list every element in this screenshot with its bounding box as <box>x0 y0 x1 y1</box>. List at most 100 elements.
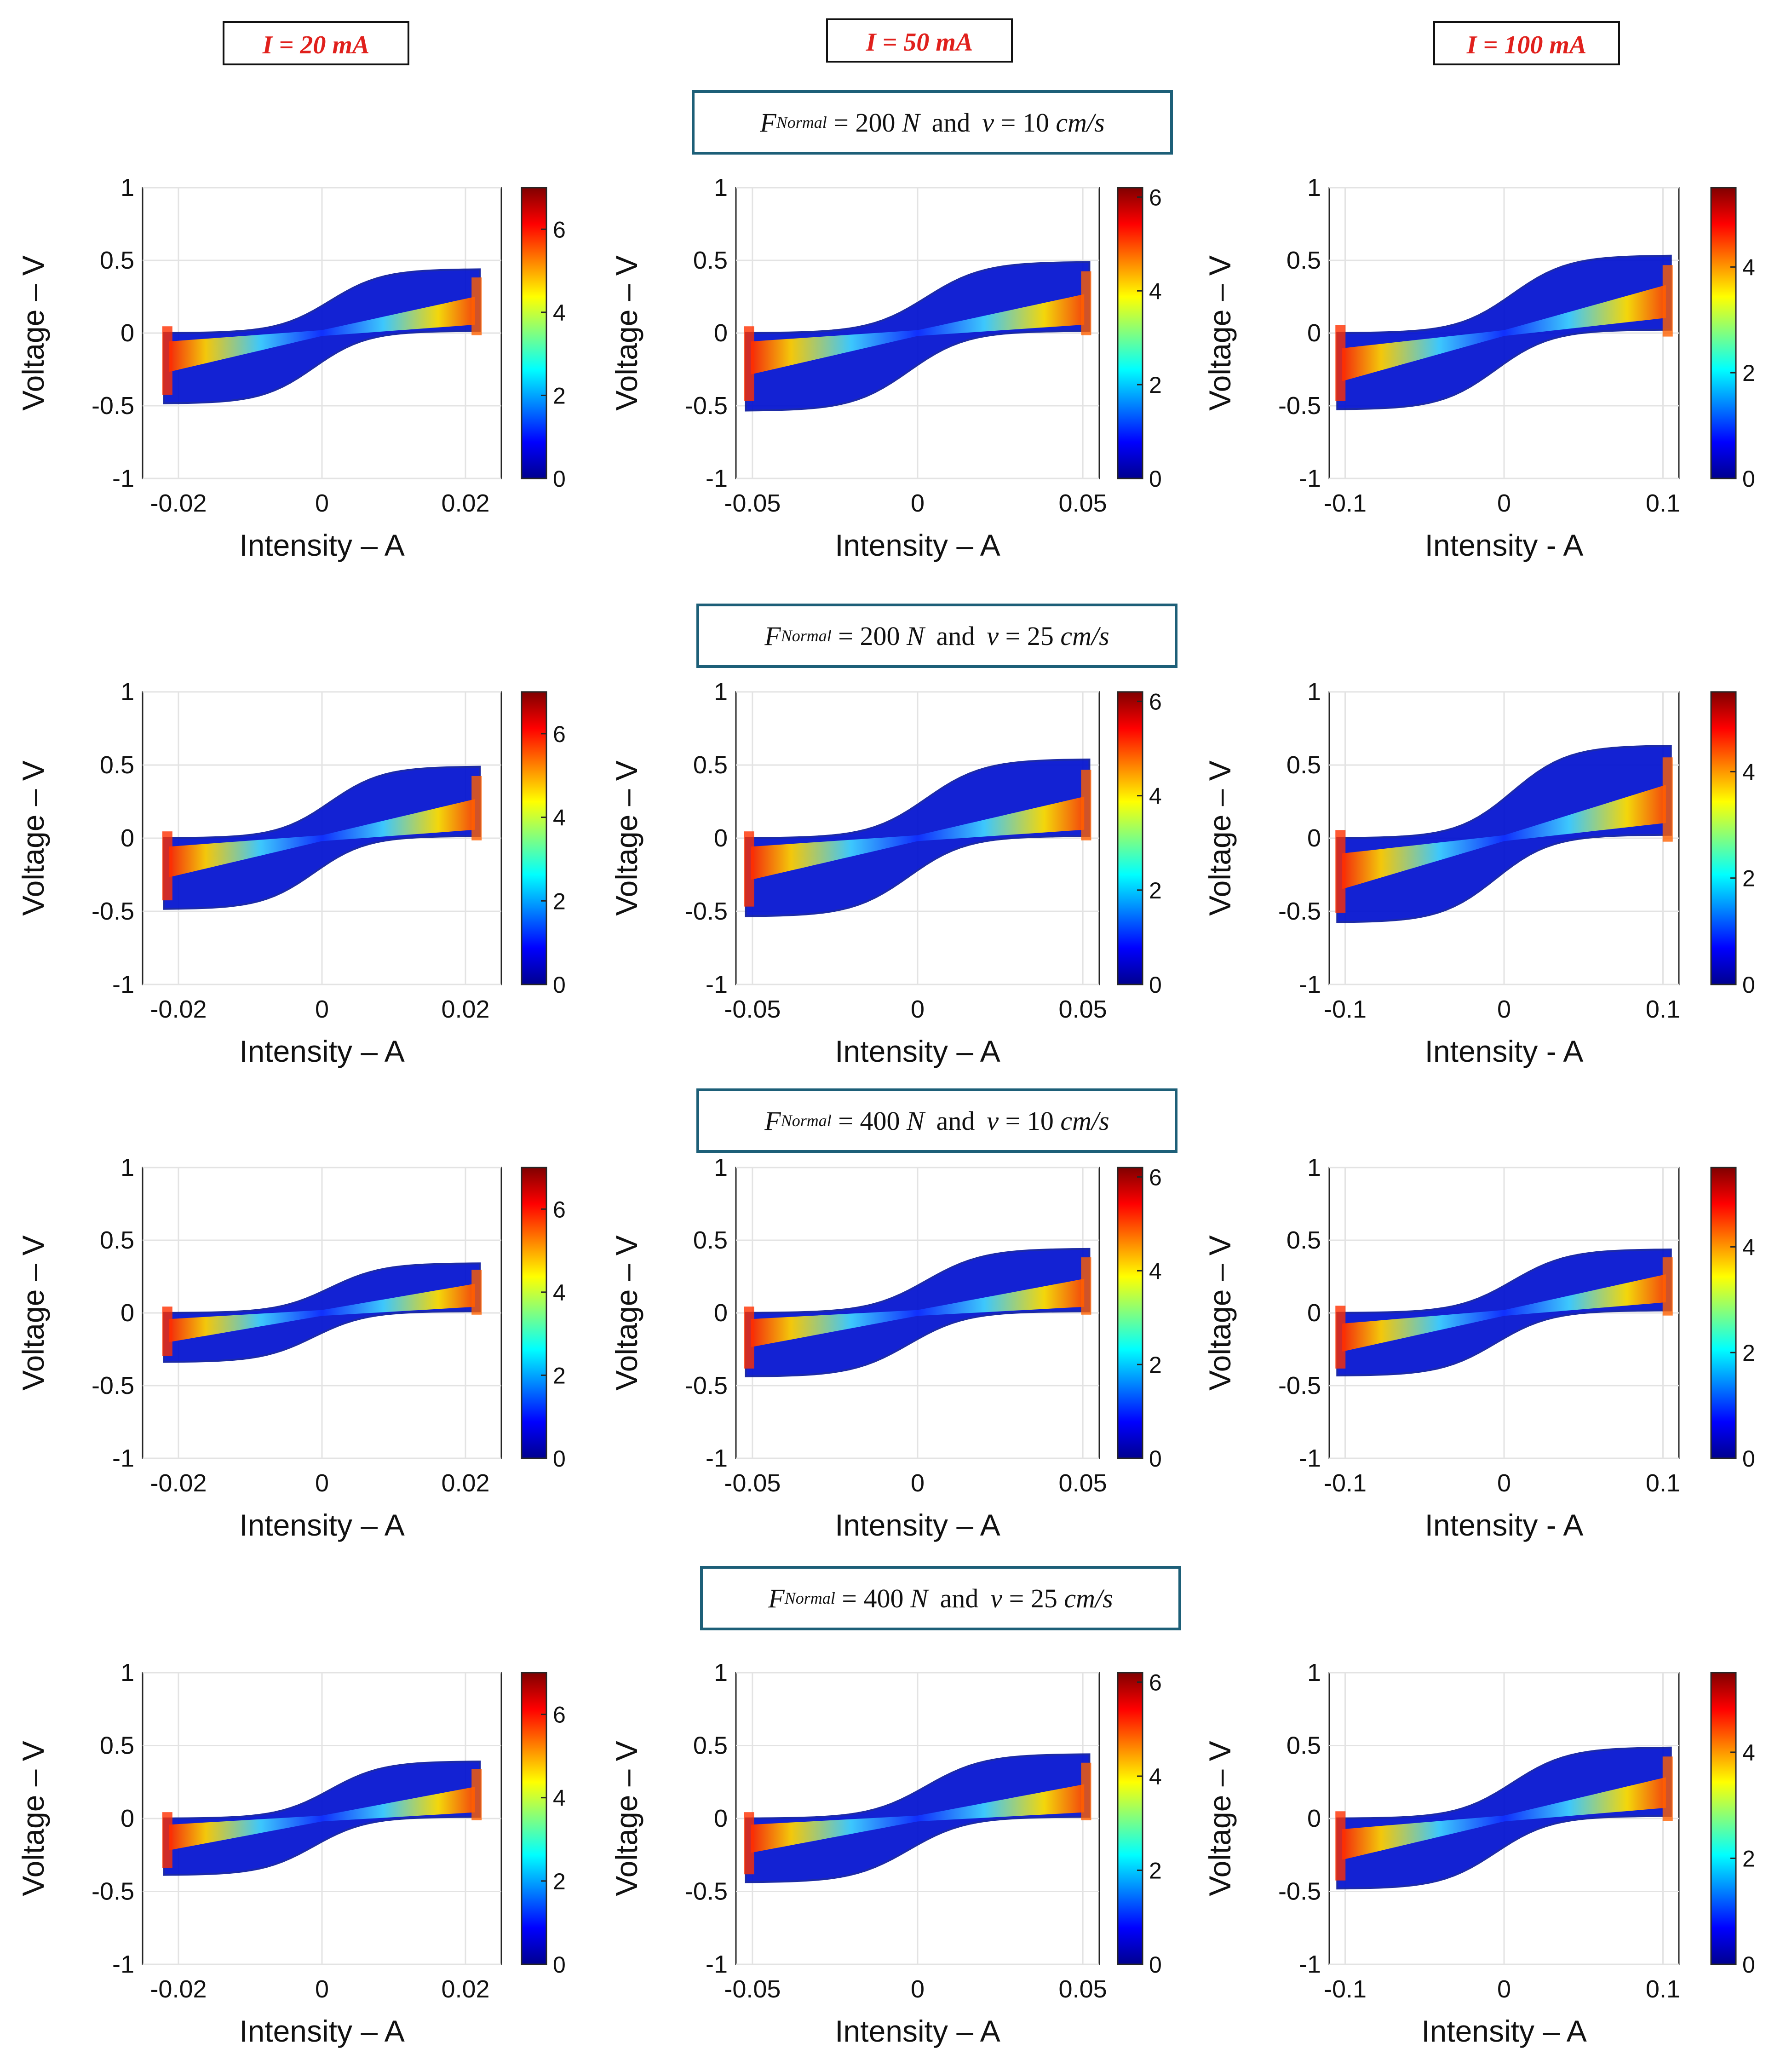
colorbar-tick-label: 0 <box>553 1952 566 1978</box>
colorbar-tick-label: 6 <box>1149 689 1162 715</box>
colorbar-tick-label: 4 <box>553 300 566 326</box>
y-tick-label: 0.5 <box>100 247 134 274</box>
colorbar <box>1117 691 1143 985</box>
subplot-r1-c1: -0.02 0 0.02 -1 -0.5 0 0.5 1 Intensity – A Voltag… <box>16 174 566 562</box>
y-axis-label: Voltage – V <box>609 255 643 411</box>
y-tick-label: 0.5 <box>693 247 728 274</box>
colorbar-tick-label: 2 <box>1742 360 1755 386</box>
x-tick-label: 0.05 <box>1059 489 1107 517</box>
hysteresis-density-band <box>169 799 475 878</box>
colorbar-tick-label: 6 <box>553 1702 566 1728</box>
density-edge-right <box>471 776 482 840</box>
x-tick-label: 0 <box>911 1469 925 1497</box>
colorbar <box>1117 1167 1143 1459</box>
y-tick-label: 1 <box>714 1659 728 1686</box>
density-edge-left <box>744 831 754 907</box>
x-tick-label: 0.1 <box>1646 996 1680 1023</box>
colorbar <box>521 691 547 985</box>
colorbar-tick-label: 0 <box>1149 972 1162 998</box>
x-tick-label: -0.05 <box>724 489 781 517</box>
subplot-r3-c3: -0.1 0 0.1 -1 -0.5 0 0.5 1 Intensity - A Voltage … <box>1203 1154 1755 1542</box>
density-edge-left <box>162 326 172 395</box>
y-tick-label: -0.5 <box>685 898 728 925</box>
x-axis-label: Intensity – A <box>835 2014 1000 2048</box>
y-tick-label: 1 <box>121 1659 134 1686</box>
hysteresis-density-band <box>169 1786 475 1851</box>
y-tick-label: 0 <box>1307 319 1321 347</box>
y-axis-label: Voltage – V <box>609 1741 643 1896</box>
x-tick-label: -0.02 <box>150 996 207 1023</box>
y-axis-label: Voltage – V <box>16 1741 50 1896</box>
y-tick-label: -0.5 <box>685 1372 728 1399</box>
colorbar-tick-label: 6 <box>553 1197 566 1222</box>
y-tick-label: 0 <box>121 1299 134 1327</box>
y-axis-label: Voltage – V <box>16 1235 50 1391</box>
colorbar <box>521 1672 547 1965</box>
colorbar-tick-label: 4 <box>1149 783 1162 809</box>
y-tick-label: -1 <box>706 1951 728 1978</box>
hysteresis-density-band <box>751 1784 1085 1853</box>
x-tick-label: 0.1 <box>1646 489 1680 517</box>
colorbar <box>1710 187 1737 479</box>
x-tick-label: -0.02 <box>150 1975 207 2003</box>
density-edge-left <box>744 1306 754 1369</box>
subplot-r2-c3: -0.1 0 0.1 -1 -0.5 0 0.5 1 Intensity - A Voltage … <box>1203 678 1755 1068</box>
x-tick-label: 0 <box>1497 1469 1511 1497</box>
subplot-r2-c2: -0.05 0 0.05 -1 -0.5 0 0.5 1 Intensity – A Voltag… <box>609 678 1162 1068</box>
y-tick-label: -0.5 <box>92 1878 134 1905</box>
subplot-r2-c1: -0.02 0 0.02 -1 -0.5 0 0.5 1 Intensity – A Voltag… <box>16 678 566 1068</box>
y-tick-label: 1 <box>1307 174 1321 201</box>
colorbar-tick-label: 6 <box>553 217 566 242</box>
y-tick-label: 0 <box>121 824 134 852</box>
y-tick-label: 0.5 <box>100 751 134 779</box>
y-tick-label: -0.5 <box>92 898 134 925</box>
x-tick-label: 0.02 <box>441 996 489 1023</box>
density-edge-right <box>1662 1756 1673 1821</box>
y-tick-label: 1 <box>1307 1154 1321 1181</box>
hysteresis-density-band <box>1342 1777 1666 1860</box>
colorbar <box>1710 1167 1737 1459</box>
colorbar-tick-label: 4 <box>1149 1258 1162 1284</box>
colorbar-tick-label: 2 <box>1742 866 1755 892</box>
column-header-100ma: I = 100 mA <box>1433 21 1620 65</box>
colorbar-tick-label: 6 <box>1149 1669 1162 1695</box>
density-edge-left <box>1335 830 1346 913</box>
x-axis-label: Intensity – A <box>239 528 405 562</box>
y-tick-label: 1 <box>714 678 728 706</box>
y-tick-label: 0.5 <box>100 1226 134 1254</box>
x-tick-label: -0.05 <box>724 996 781 1023</box>
x-tick-label: -0.05 <box>724 1975 781 2003</box>
colorbar-tick-label: 4 <box>1742 1740 1755 1766</box>
density-edge-right <box>471 1769 482 1820</box>
y-tick-label: -1 <box>112 971 134 998</box>
colorbar-tick-label: 4 <box>553 805 566 831</box>
y-tick-label: -1 <box>1299 465 1321 492</box>
colorbar-tick-label: 2 <box>1149 1858 1162 1883</box>
x-tick-label: 0 <box>315 1975 329 2003</box>
colorbar-tick-label: 2 <box>553 383 566 409</box>
y-tick-label: 1 <box>1307 678 1321 706</box>
colorbar-tick-label: 0 <box>1742 466 1755 492</box>
y-tick-label: -0.5 <box>1278 1372 1321 1399</box>
y-tick-label: 0.5 <box>1287 247 1321 274</box>
colorbar-tick-label: 0 <box>1149 466 1162 492</box>
x-tick-label: 0.1 <box>1646 1975 1680 2003</box>
y-tick-label: 0.5 <box>1287 1732 1321 1760</box>
x-tick-label: 0 <box>315 996 329 1023</box>
hysteresis-density-band <box>751 796 1085 880</box>
x-tick-label: 0 <box>911 489 925 517</box>
density-edge-left <box>1335 1811 1346 1881</box>
colorbar-tick-label: 6 <box>553 721 566 747</box>
density-edge-left <box>162 1812 172 1868</box>
y-axis-label: Voltage – V <box>16 760 50 916</box>
colorbar-tick-label: 4 <box>1742 759 1755 785</box>
colorbar-tick-label: 2 <box>1742 1340 1755 1366</box>
hysteresis-density-band <box>1342 784 1666 889</box>
density-edge-left <box>162 831 172 901</box>
x-tick-label: 0 <box>1497 996 1511 1023</box>
colorbar-tick-label: 0 <box>1742 1952 1755 1978</box>
x-tick-label: -0.1 <box>1324 1469 1367 1497</box>
